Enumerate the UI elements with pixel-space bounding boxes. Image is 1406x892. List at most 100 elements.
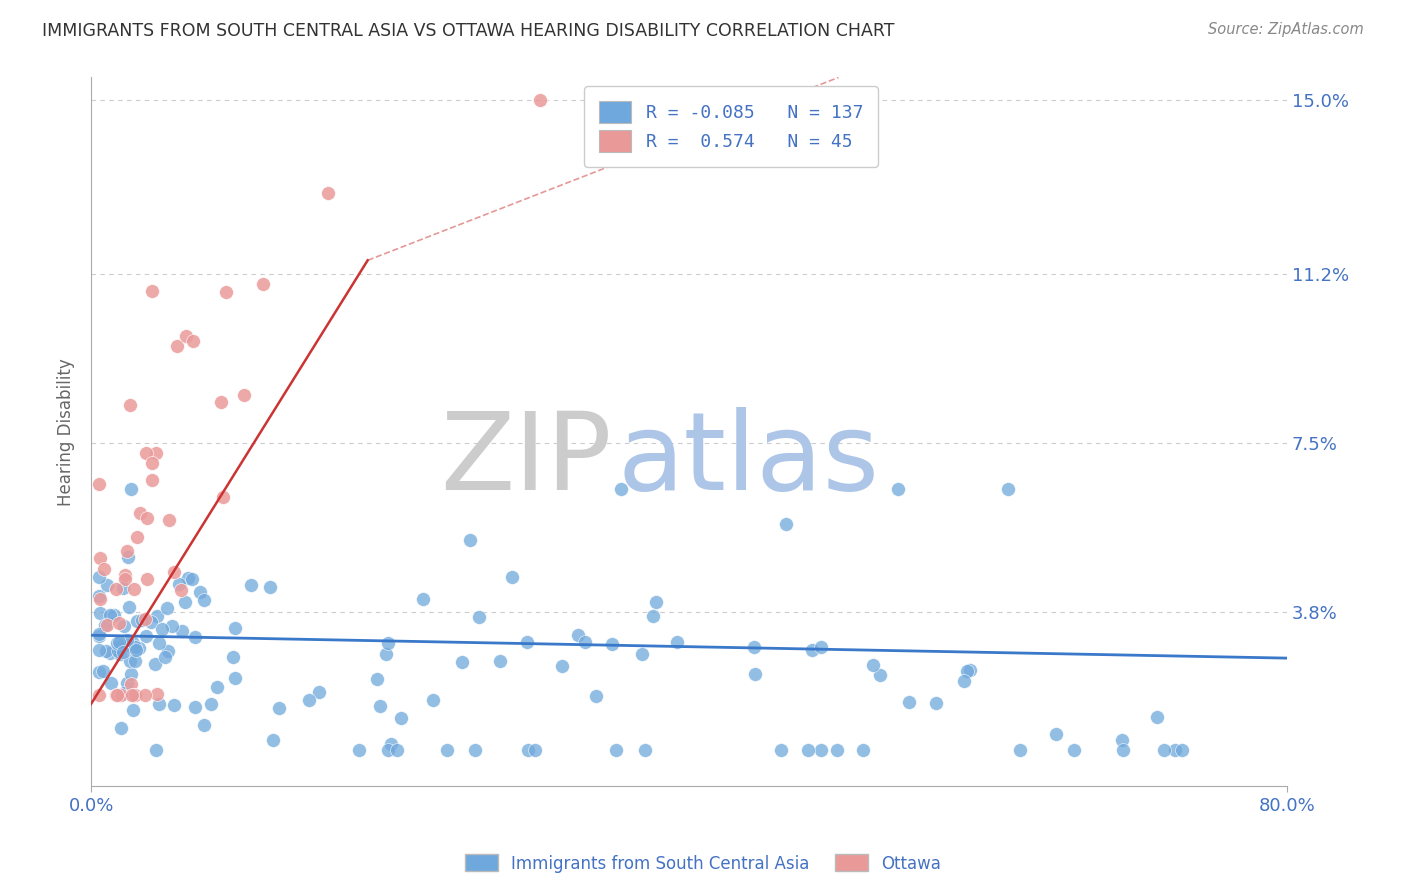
Point bbox=[128, 640, 150, 655]
Point bbox=[110, 722, 132, 736]
Point bbox=[997, 482, 1019, 496]
Point bbox=[104, 688, 127, 702]
Point bbox=[1112, 742, 1135, 756]
Text: Source: ZipAtlas.com: Source: ZipAtlas.com bbox=[1208, 22, 1364, 37]
Point bbox=[96, 578, 118, 592]
Point bbox=[125, 529, 148, 543]
Point bbox=[347, 742, 370, 756]
Point bbox=[156, 601, 179, 615]
Point bbox=[523, 742, 546, 756]
Point bbox=[1153, 742, 1175, 756]
Point bbox=[120, 676, 142, 690]
Point bbox=[135, 573, 157, 587]
Point bbox=[188, 585, 211, 599]
Point bbox=[262, 733, 284, 747]
Point bbox=[489, 654, 512, 668]
Point bbox=[959, 663, 981, 677]
Point bbox=[810, 742, 832, 756]
Point bbox=[887, 482, 910, 496]
Point bbox=[114, 568, 136, 582]
Point bbox=[952, 673, 974, 688]
Point bbox=[464, 742, 486, 756]
Point bbox=[368, 699, 391, 714]
Point bbox=[87, 477, 110, 491]
Point bbox=[141, 615, 163, 629]
Text: ZIP: ZIP bbox=[440, 407, 612, 513]
Point bbox=[529, 93, 551, 107]
Point bbox=[1146, 709, 1168, 723]
Point bbox=[122, 582, 145, 597]
Point bbox=[157, 513, 180, 527]
Point bbox=[94, 644, 117, 658]
Point bbox=[450, 655, 472, 669]
Point bbox=[107, 644, 129, 658]
Point bbox=[118, 600, 141, 615]
Point bbox=[501, 570, 523, 584]
Point bbox=[1111, 733, 1133, 747]
Point bbox=[183, 334, 205, 348]
Point bbox=[98, 646, 121, 660]
Point bbox=[389, 711, 412, 725]
Point bbox=[193, 718, 215, 732]
Point bbox=[163, 698, 186, 712]
Y-axis label: Hearing Disability: Hearing Disability bbox=[58, 358, 75, 506]
Point bbox=[156, 644, 179, 658]
Point bbox=[100, 608, 122, 623]
Point bbox=[956, 665, 979, 679]
Point bbox=[742, 640, 765, 654]
Point bbox=[602, 637, 624, 651]
Point bbox=[862, 657, 884, 672]
Point bbox=[184, 699, 207, 714]
Point bbox=[827, 742, 849, 756]
Point bbox=[366, 673, 388, 687]
Point bbox=[122, 688, 145, 702]
Point bbox=[222, 650, 245, 665]
Point bbox=[115, 633, 138, 648]
Point bbox=[316, 186, 339, 200]
Point bbox=[146, 608, 169, 623]
Point bbox=[177, 571, 200, 585]
Point bbox=[610, 482, 633, 496]
Point bbox=[141, 456, 163, 470]
Point bbox=[134, 612, 156, 626]
Point bbox=[897, 694, 920, 708]
Point bbox=[516, 635, 538, 649]
Point bbox=[215, 285, 238, 299]
Point bbox=[467, 610, 489, 624]
Point bbox=[107, 615, 129, 630]
Point bbox=[1063, 742, 1085, 756]
Point bbox=[422, 693, 444, 707]
Point bbox=[797, 742, 820, 756]
Point bbox=[516, 742, 538, 756]
Point bbox=[91, 665, 114, 679]
Point bbox=[135, 511, 157, 525]
Point bbox=[148, 636, 170, 650]
Point bbox=[631, 647, 654, 661]
Point bbox=[121, 688, 143, 702]
Point bbox=[105, 688, 128, 702]
Point bbox=[134, 688, 156, 702]
Point bbox=[89, 592, 111, 607]
Point bbox=[1045, 727, 1067, 741]
Point bbox=[551, 659, 574, 673]
Point bbox=[121, 666, 143, 681]
Point bbox=[181, 572, 204, 586]
Point bbox=[665, 635, 688, 649]
Point bbox=[100, 676, 122, 690]
Point bbox=[87, 629, 110, 643]
Point bbox=[124, 640, 146, 654]
Point bbox=[412, 591, 434, 606]
Point bbox=[120, 482, 142, 496]
Point bbox=[375, 647, 398, 661]
Point bbox=[769, 742, 792, 756]
Point bbox=[112, 685, 135, 699]
Point bbox=[193, 593, 215, 607]
Point bbox=[117, 543, 139, 558]
Point bbox=[124, 643, 146, 657]
Text: atlas: atlas bbox=[617, 407, 879, 513]
Point bbox=[117, 550, 139, 565]
Point bbox=[108, 640, 131, 654]
Point bbox=[810, 640, 832, 655]
Point bbox=[924, 696, 946, 710]
Point bbox=[87, 688, 110, 702]
